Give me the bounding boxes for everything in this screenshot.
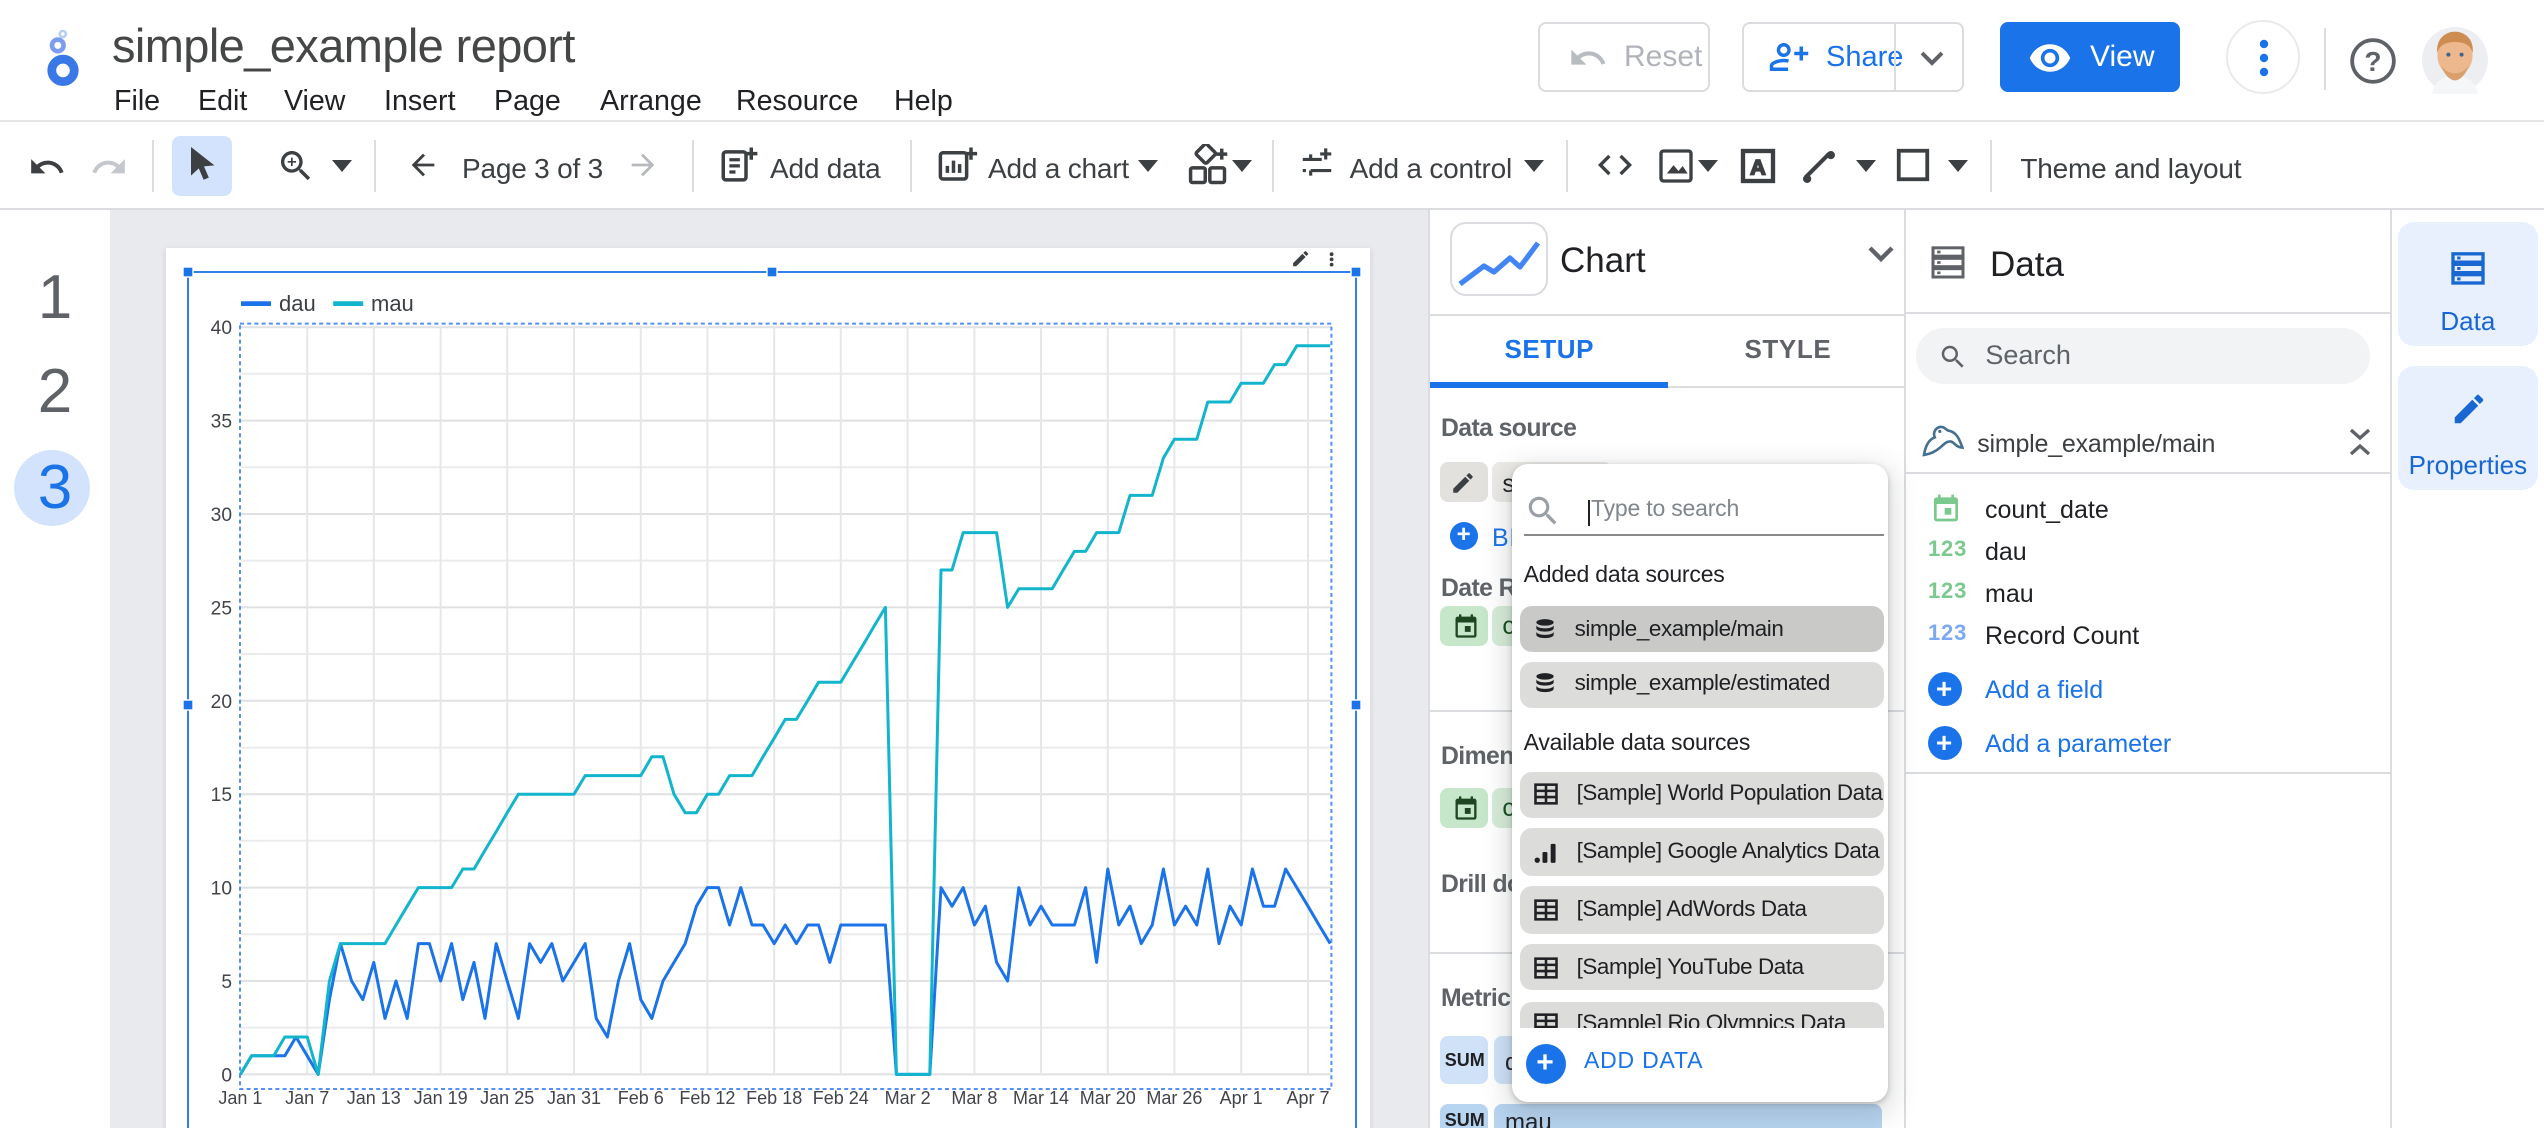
svg-text:?: ? xyxy=(2364,46,2381,77)
svg-text:Feb 6: Feb 6 xyxy=(618,1088,664,1108)
svg-text:5: 5 xyxy=(221,972,232,993)
svg-text:mau: mau xyxy=(371,291,414,316)
svg-text:Mar 8: Mar 8 xyxy=(951,1088,997,1108)
svg-text:Apr 1: Apr 1 xyxy=(1220,1088,1263,1108)
svg-text:10: 10 xyxy=(211,879,232,900)
svg-text:dau: dau xyxy=(279,291,316,316)
svg-text:Feb 24: Feb 24 xyxy=(813,1088,869,1108)
svg-text:Mar 20: Mar 20 xyxy=(1080,1088,1136,1108)
svg-text:35: 35 xyxy=(211,412,232,433)
svg-text:Jan 1: Jan 1 xyxy=(218,1088,262,1108)
svg-text:20: 20 xyxy=(211,692,232,713)
svg-text:30: 30 xyxy=(211,505,232,526)
svg-text:Jan 13: Jan 13 xyxy=(347,1088,401,1108)
svg-text:Jan 7: Jan 7 xyxy=(285,1088,329,1108)
svg-text:Mar 2: Mar 2 xyxy=(885,1088,931,1108)
svg-text:Jan 31: Jan 31 xyxy=(547,1088,601,1108)
svg-text:Feb 12: Feb 12 xyxy=(679,1088,735,1108)
svg-text:Jan 19: Jan 19 xyxy=(414,1088,468,1108)
svg-text:15: 15 xyxy=(211,785,232,806)
svg-text:25: 25 xyxy=(211,598,232,619)
svg-text:Mar 26: Mar 26 xyxy=(1146,1088,1202,1108)
svg-text:0: 0 xyxy=(221,1065,232,1086)
svg-text:40: 40 xyxy=(211,318,232,339)
svg-text:Mar 14: Mar 14 xyxy=(1013,1088,1069,1108)
svg-text:Feb 18: Feb 18 xyxy=(746,1088,802,1108)
svg-text:A: A xyxy=(1749,154,1765,179)
svg-text:Jan 25: Jan 25 xyxy=(480,1088,534,1108)
svg-text:Apr 7: Apr 7 xyxy=(1286,1088,1329,1108)
